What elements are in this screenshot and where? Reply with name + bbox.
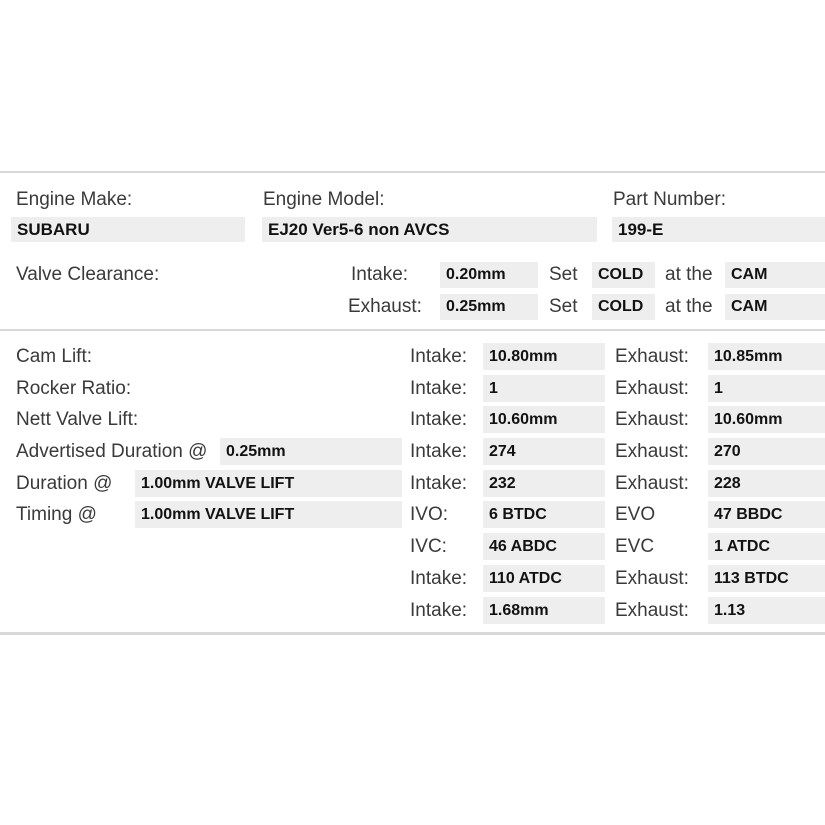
spec-right-label: Exhaust: [615,377,689,399]
spec-right-field[interactable]: 10.60mm [708,406,825,433]
engine-make-field[interactable]: SUBARU [11,217,245,242]
spec-right-label: Exhaust: [615,567,689,589]
valve-intake-location-field[interactable]: CAM [725,262,825,288]
spec-mid-label: Intake: [410,377,468,399]
spec-right-label: Exhaust: [615,408,689,430]
bottom-divider [0,632,825,635]
spec-mid-field[interactable]: 274 [483,438,605,465]
spec-mid-label: IVO: [410,503,449,525]
valve-exhaust-set-word: Set [549,296,578,317]
spec-mid-field[interactable]: 232 [483,470,605,497]
valve-intake-label: Intake: [351,264,409,285]
spec-mid-label: Intake: [410,599,468,621]
spec-mid-label: Intake: [410,345,468,367]
engine-make-label: Engine Make: [16,189,133,210]
spec-mid-label: Intake: [410,440,468,462]
engine-model-field[interactable]: EJ20 Ver5-6 non AVCS [262,217,597,242]
spec-left-label: Timing @ [16,503,97,525]
valve-intake-set-word: Set [549,264,578,285]
spec-mid-field[interactable]: 1 [483,375,605,402]
top-divider [0,171,825,173]
spec-mid-field[interactable]: 10.80mm [483,343,605,370]
spec-mid-field[interactable]: 6 BTDC [483,501,605,528]
spec-left-field[interactable]: 0.25mm [220,438,402,465]
spec-mid-field[interactable]: 1.68mm [483,597,605,624]
valve-intake-clearance-field[interactable]: 0.20mm [440,262,538,288]
spec-left-label: Advertised Duration @ [16,440,208,462]
spec-right-field[interactable]: 1.13 [708,597,825,624]
spec-mid-label: Intake: [410,472,468,494]
spec-right-field[interactable]: 10.85mm [708,343,825,370]
spec-left-label: Nett Valve Lift: [16,408,139,430]
valve-intake-condition-field[interactable]: COLD [592,262,655,288]
spec-right-field[interactable]: 113 BTDC [708,565,825,592]
valve-intake-at-word: at the [665,264,713,285]
spec-right-label: EVO [615,503,656,525]
spec-left-label: Rocker Ratio: [16,377,132,399]
spec-right-label: Exhaust: [615,599,689,621]
spec-right-label: Exhaust: [615,472,689,494]
spec-right-label: EVC [615,535,655,557]
valve-exhaust-clearance-field[interactable]: 0.25mm [440,294,538,320]
engine-model-label: Engine Model: [263,189,385,210]
valve-exhaust-at-word: at the [665,296,713,317]
spec-left-label: Cam Lift: [16,345,93,367]
spec-left-field[interactable]: 1.00mm VALVE LIFT [135,470,402,497]
spec-right-field[interactable]: 270 [708,438,825,465]
spec-left-field[interactable]: 1.00mm VALVE LIFT [135,501,402,528]
spec-mid-field[interactable]: 46 ABDC [483,533,605,560]
valve-exhaust-condition-field[interactable]: COLD [592,294,655,320]
spec-mid-field[interactable]: 10.60mm [483,406,605,433]
part-number-field[interactable]: 199-E [612,217,825,242]
valve-clearance-label: Valve Clearance: [16,264,160,285]
part-number-label: Part Number: [613,189,726,210]
middle-divider [0,329,825,331]
spec-right-field[interactable]: 228 [708,470,825,497]
spec-right-label: Exhaust: [615,345,689,367]
spec-mid-field[interactable]: 110 ATDC [483,565,605,592]
spec-mid-label: Intake: [410,408,468,430]
spec-right-field[interactable]: 47 BBDC [708,501,825,528]
valve-exhaust-location-field[interactable]: CAM [725,294,825,320]
spec-right-field[interactable]: 1 [708,375,825,402]
spec-mid-label: IVC: [410,535,447,557]
spec-right-label: Exhaust: [615,440,689,462]
spec-mid-label: Intake: [410,567,468,589]
valve-exhaust-label: Exhaust: [348,296,422,317]
spec-right-field[interactable]: 1 ATDC [708,533,825,560]
spec-left-label: Duration @ [16,472,113,494]
